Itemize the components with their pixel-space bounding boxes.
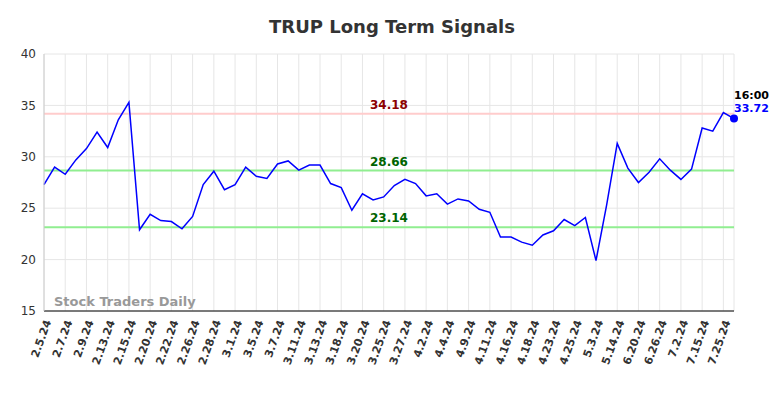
svg-text:16:00: 16:00 (734, 89, 769, 102)
html-text:Stock Traders Daily: Stock Traders Daily (54, 294, 196, 309)
svg-text:15: 15 (21, 304, 36, 318)
svg-text:3.27.24: 3.27.24 (387, 318, 415, 367)
svg-text:5.3.24: 5.3.24 (580, 318, 607, 360)
svg-text:4.4.24: 4.4.24 (432, 318, 458, 360)
svg-text:3.25.24: 3.25.24 (365, 318, 394, 367)
svg-text:2.22.24: 2.22.24 (153, 318, 182, 367)
svg-text:2.28.24: 2.28.24 (196, 318, 224, 367)
svg-text:4.9.24: 4.9.24 (453, 318, 479, 360)
svg-text:4.18.24: 4.18.24 (514, 318, 543, 367)
html-text:TRUP Long Term Signals: TRUP Long Term Signals (269, 16, 515, 37)
svg-text:20: 20 (21, 253, 36, 267)
svg-text:7.25.24: 7.25.24 (705, 318, 733, 367)
svg-text:7.15.24: 7.15.24 (684, 318, 713, 367)
svg-text:4.2.24: 4.2.24 (410, 318, 437, 360)
svg-text:2.15.24: 2.15.24 (110, 318, 140, 367)
svg-text:25: 25 (21, 201, 36, 215)
svg-text:5.14.24: 5.14.24 (599, 318, 628, 367)
svg-text:33.72: 33.72 (734, 102, 769, 115)
svg-text:4.23.24: 4.23.24 (535, 318, 564, 367)
svg-text:30: 30 (21, 150, 36, 164)
svg-text:3.5.24: 3.5.24 (240, 318, 267, 360)
svg-text:35: 35 (21, 99, 36, 113)
svg-text:3.18.24: 3.18.24 (323, 318, 352, 367)
svg-text:34.18: 34.18 (370, 98, 408, 112)
svg-text:4.11.24: 4.11.24 (471, 318, 500, 367)
svg-text:4.16.24: 4.16.24 (493, 318, 522, 367)
svg-text:2.26.24: 2.26.24 (174, 318, 203, 367)
svg-text:2.9.24: 2.9.24 (71, 318, 97, 360)
svg-text:4.25.24: 4.25.24 (557, 318, 585, 367)
svg-text:3.13.24: 3.13.24 (302, 318, 331, 367)
svg-text:3.20.24: 3.20.24 (344, 318, 373, 367)
svg-text:3.11.24: 3.11.24 (280, 318, 309, 367)
svg-text:40: 40 (21, 47, 36, 61)
svg-text:7.2.24: 7.2.24 (665, 318, 692, 360)
svg-text:23.14: 23.14 (370, 211, 408, 225)
svg-text:28.66: 28.66 (370, 155, 408, 169)
svg-text:2.5.24: 2.5.24 (28, 318, 55, 360)
svg-text:2.20.24: 2.20.24 (132, 318, 161, 367)
svg-text:3.1.24: 3.1.24 (219, 318, 246, 360)
svg-text:6.26.24: 6.26.24 (642, 318, 670, 367)
svg-text:2.13.24: 2.13.24 (89, 318, 118, 367)
svg-text:6.20.24: 6.20.24 (620, 318, 649, 367)
svg-text:3.7.24: 3.7.24 (262, 318, 288, 360)
svg-text:2.7.24: 2.7.24 (49, 318, 76, 360)
